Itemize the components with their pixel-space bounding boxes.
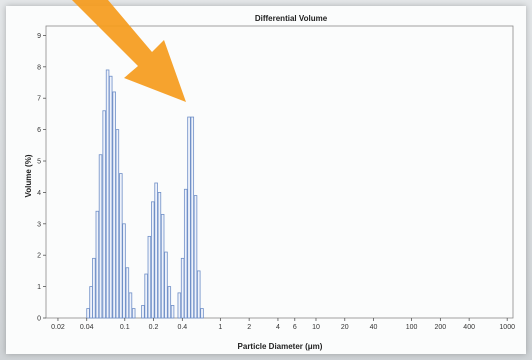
histogram-bar bbox=[102, 110, 106, 319]
histogram-bar bbox=[160, 213, 165, 319]
histogram-bar bbox=[89, 286, 93, 319]
x-tick-label: 1 bbox=[218, 324, 222, 331]
x-tick-label: 10 bbox=[312, 324, 320, 331]
histogram-bar bbox=[98, 154, 103, 319]
histogram-bar bbox=[170, 305, 175, 319]
x-tick-label: 2 bbox=[247, 324, 251, 331]
histogram-bar bbox=[141, 305, 145, 319]
histogram-bar bbox=[193, 195, 198, 319]
histogram-bar bbox=[144, 273, 148, 319]
histogram-bar bbox=[196, 270, 201, 319]
histogram-bar bbox=[151, 201, 155, 319]
histogram-bar bbox=[119, 173, 123, 319]
x-tick-label: 200 bbox=[435, 324, 447, 331]
histogram-bar bbox=[131, 308, 136, 319]
x-axis: 0.02 0.04 0.1 0.2 0.4 1 2 4 6 10 20 40 100 200 400 1000 bbox=[51, 318, 515, 331]
plot-area bbox=[45, 25, 514, 319]
y-tick-label: 0 bbox=[37, 316, 41, 323]
y-tick-label: 2 bbox=[37, 253, 41, 260]
x-tick-label: 20 bbox=[341, 324, 349, 331]
x-tick-label: 100 bbox=[406, 324, 418, 331]
arrow-icon bbox=[72, 0, 186, 102]
histogram-bar bbox=[86, 308, 90, 319]
y-tick-label: 4 bbox=[37, 190, 41, 197]
y-tick-label: 7 bbox=[37, 96, 41, 103]
histogram-bar bbox=[95, 210, 100, 319]
chart-title: Differential Volume bbox=[255, 14, 328, 23]
orange-arrow-annotation bbox=[72, 0, 186, 102]
y-axis: 0 1 2 3 4 5 6 7 8 9 bbox=[37, 33, 46, 323]
histogram-bar bbox=[167, 286, 172, 319]
y-tick-label: 8 bbox=[37, 64, 41, 71]
histogram-bar bbox=[200, 308, 204, 319]
histogram-bar bbox=[183, 188, 188, 319]
x-tick-label: 400 bbox=[463, 324, 475, 331]
histogram-bar bbox=[190, 116, 195, 319]
histogram-bar bbox=[180, 257, 185, 319]
y-tick-label: 5 bbox=[37, 159, 41, 166]
y-tick-label: 6 bbox=[37, 127, 41, 134]
histogram-bar bbox=[187, 116, 191, 319]
histogram-bar bbox=[164, 251, 168, 319]
histogram-bar bbox=[177, 292, 182, 319]
x-tick-label: 0.02 bbox=[51, 324, 65, 331]
histogram-bar bbox=[92, 257, 96, 319]
x-tick-label: 1000 bbox=[499, 324, 515, 331]
histogram-bar bbox=[154, 182, 158, 319]
histogram-bar bbox=[147, 235, 152, 319]
histogram-bar bbox=[115, 129, 120, 319]
histogram-bar bbox=[122, 223, 126, 319]
histogram-bar bbox=[157, 192, 162, 319]
histogram-bar bbox=[105, 69, 110, 319]
y-tick-label: 1 bbox=[37, 284, 41, 291]
histogram-bar bbox=[112, 91, 116, 319]
x-tick-label: 4 bbox=[276, 324, 280, 331]
x-tick-label: 0.04 bbox=[80, 324, 94, 331]
histogram-bar bbox=[128, 292, 133, 319]
bars-layer bbox=[86, 69, 204, 319]
x-tick-label: 0.2 bbox=[149, 324, 159, 331]
histogram-bar bbox=[125, 267, 130, 319]
x-tick-label: 40 bbox=[370, 324, 378, 331]
x-tick-label: 6 bbox=[293, 324, 297, 331]
x-tick-label: 0.4 bbox=[177, 324, 187, 331]
x-axis-title: Particle Diameter (μm) bbox=[238, 342, 323, 351]
y-tick-label: 9 bbox=[37, 33, 41, 40]
y-tick-label: 3 bbox=[37, 221, 41, 228]
histogram-bar bbox=[108, 75, 113, 319]
y-axis-title: Volume (%) bbox=[24, 154, 33, 197]
x-tick-label: 0.1 bbox=[120, 324, 130, 331]
